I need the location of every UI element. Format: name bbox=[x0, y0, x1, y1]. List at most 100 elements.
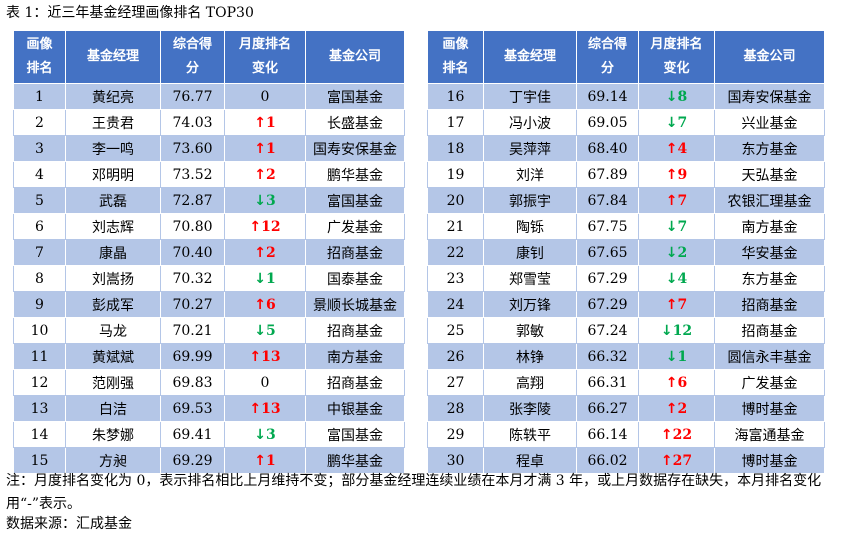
table-footnote: 注：月度排名变化为 0，表示排名相比上月维持不变；部分基金经理连续业绩在本月才满… bbox=[6, 473, 822, 512]
table-row: 11 黄斌斌 69.99 ↑13 南方基金 bbox=[13, 343, 405, 370]
table-row: 5 武磊 72.87 ↓3 富国基金 bbox=[13, 187, 405, 214]
table-header-row: 画像 排名 基金经理 综合得分 月度排名 变化 基金公司 bbox=[13, 30, 405, 84]
rank-cell: 19 bbox=[427, 161, 484, 188]
company-cell: 富国基金 bbox=[305, 421, 405, 448]
company-cell: 富国基金 bbox=[305, 83, 405, 110]
arrow-down-icon: ↓ bbox=[254, 322, 266, 339]
score-cell: 66.14 bbox=[576, 421, 639, 448]
table-row: 4 邓明明 73.52 ↑2 鹏华基金 bbox=[13, 161, 405, 188]
rank-cell: 15 bbox=[13, 447, 66, 474]
rank-change-value: 27 bbox=[672, 452, 693, 469]
arrow-down-icon: ↓ bbox=[254, 192, 266, 209]
rank-change-value: 1 bbox=[265, 140, 276, 157]
rank-cell: 12 bbox=[13, 369, 66, 396]
rank-change-value: 1 bbox=[265, 270, 276, 287]
company-cell: 华安基金 bbox=[714, 239, 825, 266]
score-cell: 72.87 bbox=[160, 187, 225, 214]
manager-cell: 邓明明 bbox=[65, 161, 161, 188]
company-cell: 博时基金 bbox=[714, 447, 825, 474]
arrow-up-icon: ↑ bbox=[254, 296, 266, 313]
manager-cell: 张李陵 bbox=[483, 395, 577, 422]
rank-cell: 26 bbox=[427, 343, 484, 370]
rank-change-cell: ↑2 bbox=[224, 161, 306, 188]
score-cell: 73.52 bbox=[160, 161, 225, 188]
rank-cell: 25 bbox=[427, 317, 484, 344]
table-row: 28 张李陵 66.27 ↑2 博时基金 bbox=[427, 395, 825, 422]
company-cell: 东方基金 bbox=[714, 135, 825, 162]
manager-cell: 郭敏 bbox=[483, 317, 577, 344]
rank-cell: 10 bbox=[13, 317, 66, 344]
arrow-up-icon: ↑ bbox=[665, 166, 678, 183]
rank-change-value: 3 bbox=[265, 192, 276, 209]
rank-cell: 1 bbox=[13, 83, 66, 110]
header-manager: 基金经理 bbox=[483, 30, 577, 84]
rank-change-cell: ↑2 bbox=[224, 239, 306, 266]
manager-cell: 程卓 bbox=[483, 447, 577, 474]
rank-change-cell: ↑1 bbox=[224, 109, 306, 136]
rank-change-cell: ↓7 bbox=[638, 109, 715, 136]
score-cell: 67.84 bbox=[576, 187, 639, 214]
arrow-down-icon: ↓ bbox=[665, 348, 678, 365]
ranking-table-right: 画像 排名 基金经理 综合得分 月度排名 变化 基金公司 16 丁宇佳 69.14 ↓8 国… bbox=[427, 30, 825, 474]
company-cell: 广发基金 bbox=[714, 369, 825, 396]
arrow-up-icon: ↑ bbox=[254, 452, 266, 469]
table-row: 22 康钊 67.65 ↓2 华安基金 bbox=[427, 239, 825, 266]
table-row: 14 朱梦娜 69.41 ↓3 富国基金 bbox=[13, 421, 405, 448]
arrow-up-icon: ↑ bbox=[249, 218, 262, 235]
score-cell: 66.02 bbox=[576, 447, 639, 474]
manager-cell: 林铮 bbox=[483, 343, 577, 370]
rank-change-value: 7 bbox=[677, 114, 688, 131]
rank-cell: 30 bbox=[427, 447, 484, 474]
rank-cell: 8 bbox=[13, 265, 66, 292]
score-cell: 76.77 bbox=[160, 83, 225, 110]
table-row: 10 马龙 70.21 ↓5 招商基金 bbox=[13, 317, 405, 344]
arrow-down-icon: ↓ bbox=[254, 426, 266, 443]
score-cell: 67.89 bbox=[576, 161, 639, 188]
rank-change-value: 5 bbox=[265, 322, 276, 339]
rank-change-value: 7 bbox=[677, 192, 688, 209]
table-row: 15 方昶 69.29 ↑1 鹏华基金 bbox=[13, 447, 405, 474]
rank-change-value: 4 bbox=[677, 270, 688, 287]
rank-change-cell: ↓5 bbox=[224, 317, 306, 344]
score-cell: 69.99 bbox=[160, 343, 225, 370]
rank-change-cell: ↑7 bbox=[638, 291, 715, 318]
arrow-up-icon: ↑ bbox=[665, 374, 678, 391]
score-cell: 66.31 bbox=[576, 369, 639, 396]
company-cell: 国寿安保基金 bbox=[714, 83, 825, 110]
score-cell: 67.75 bbox=[576, 213, 639, 240]
rank-change-value: 1 bbox=[677, 348, 688, 365]
manager-cell: 马龙 bbox=[65, 317, 161, 344]
company-cell: 中银基金 bbox=[305, 395, 405, 422]
arrow-down-icon: ↓ bbox=[665, 114, 678, 131]
rank-cell: 22 bbox=[427, 239, 484, 266]
rank-change-cell: ↑13 bbox=[224, 343, 306, 370]
arrow-up-icon: ↑ bbox=[660, 452, 673, 469]
header-manager: 基金经理 bbox=[65, 30, 161, 84]
company-cell: 景顺长城基金 bbox=[305, 291, 405, 318]
rank-change-cell: ↓2 bbox=[638, 239, 715, 266]
company-cell: 国泰基金 bbox=[305, 265, 405, 292]
rank-change-value: 3 bbox=[265, 426, 276, 443]
rank-cell: 3 bbox=[13, 135, 66, 162]
company-cell: 国寿安保基金 bbox=[305, 135, 405, 162]
table-row: 26 林铮 66.32 ↓1 圆信永丰基金 bbox=[427, 343, 825, 370]
rank-cell: 18 bbox=[427, 135, 484, 162]
table-row: 30 程卓 66.02 ↑27 博时基金 bbox=[427, 447, 825, 474]
header-rank: 画像 排名 bbox=[427, 30, 484, 84]
rank-change-cell: ↑6 bbox=[224, 291, 306, 318]
rank-cell: 16 bbox=[427, 83, 484, 110]
table-row: 18 吴萍萍 68.40 ↑4 东方基金 bbox=[427, 135, 825, 162]
score-cell: 66.32 bbox=[576, 343, 639, 370]
table-row: 3 李一鸣 73.60 ↑1 国寿安保基金 bbox=[13, 135, 405, 162]
rank-change-cell: 0 bbox=[224, 83, 306, 110]
arrow-up-icon: ↑ bbox=[665, 140, 678, 157]
rank-change-cell: ↑6 bbox=[638, 369, 715, 396]
rank-change-cell: ↓12 bbox=[638, 317, 715, 344]
rank-cell: 4 bbox=[13, 161, 66, 188]
rank-change-value: 6 bbox=[677, 374, 688, 391]
score-cell: 67.29 bbox=[576, 291, 639, 318]
score-cell: 69.29 bbox=[160, 447, 225, 474]
score-cell: 66.27 bbox=[576, 395, 639, 422]
rank-change-cell: ↓3 bbox=[224, 187, 306, 214]
score-cell: 70.40 bbox=[160, 239, 225, 266]
